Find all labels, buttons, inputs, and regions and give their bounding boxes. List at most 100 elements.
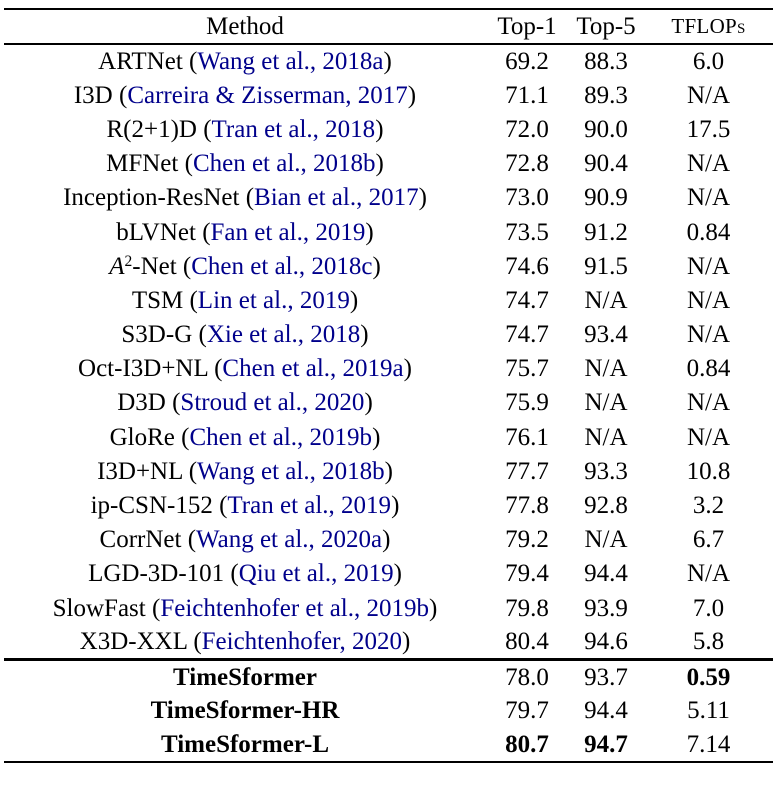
citation-link[interactable]: Chen et al., 2019a — [222, 355, 404, 383]
top1-cell: 75.7 — [505, 355, 549, 383]
citation-link[interactable]: Wang et al., 2018a — [197, 48, 384, 76]
method-name: S3D-G — [121, 321, 193, 349]
top5-cell: N/A — [584, 389, 628, 417]
method-cell: Oct-I3D+NL (Chen et al., 2019a) — [4, 352, 486, 386]
open-paren: ( — [172, 389, 181, 417]
table-row: LGD-3D-101 (Qiu et al., 2019) 79.4 94.4 N/A — [4, 557, 773, 591]
header-row: Method Top-1 Top-5 TFLOPs — [4, 9, 773, 44]
table-row: GloRe (Chen et al., 2019b) 76.1 N/A N/A — [4, 420, 773, 454]
close-paren: ) — [372, 252, 381, 280]
citation-link[interactable]: Feichtenhofer, 2020 — [201, 628, 402, 656]
method-cell: bLVNet (Fan et al., 2019) — [4, 215, 486, 249]
tflops-cell: N/A — [686, 423, 731, 451]
citation-link[interactable]: Bian et al., 2017 — [254, 184, 419, 212]
results-table: Method Top-1 Top-5 TFLOPs ARTNet (Wang e… — [4, 8, 773, 763]
top1-cell: 78.0 — [505, 663, 549, 691]
close-paren: ) — [429, 594, 438, 622]
top5-cell: 90.9 — [584, 184, 628, 212]
citation-link[interactable]: Qiu et al., 2019 — [238, 560, 394, 588]
col-header-top1: Top-1 — [497, 13, 557, 40]
citation-link[interactable]: Stroud et al., 2020 — [180, 389, 365, 417]
top1-cell: 74.7 — [505, 321, 549, 349]
top1-cell: 75.9 — [505, 389, 549, 417]
citation-link[interactable]: Feichtenhofer et al., 2019b — [160, 594, 429, 622]
method-name: X3D-XXL — [79, 628, 188, 656]
citation-link[interactable]: Xie et al., 2018 — [206, 321, 361, 349]
method-name: SlowFast — [52, 594, 146, 622]
table-row: SlowFast (Feichtenhofer et al., 2019b) 79… — [4, 591, 773, 625]
citation-link[interactable]: Wang et al., 2020a — [196, 526, 383, 554]
method-cell: X3D-XXL (Feichtenhofer, 2020) — [4, 625, 486, 659]
top5-cell: 90.4 — [584, 150, 628, 178]
citation-link[interactable]: Lin et al., 2019 — [197, 286, 350, 314]
citation-link[interactable]: Fan et al., 2019 — [210, 218, 366, 246]
method-name: CorrNet — [99, 526, 182, 554]
method-cell: S3D-G (Xie et al., 2018) — [4, 318, 486, 352]
open-paren: ( — [182, 252, 192, 280]
method-cell: I3D+NL (Wang et al., 2018b) — [4, 454, 486, 488]
citation-link[interactable]: Carreira & Zisserman, 2017 — [127, 81, 408, 109]
citation-link[interactable]: Wang et al., 2018b — [197, 457, 385, 485]
open-paren: ( — [188, 457, 198, 485]
tflops-cell: N/A — [686, 81, 731, 109]
open-paren: ( — [214, 355, 223, 383]
tflops-cell: 3.2 — [692, 492, 725, 520]
top1-cell: 71.1 — [505, 81, 549, 109]
top1-cell: 79.2 — [505, 526, 549, 554]
method-name: TSM — [131, 286, 184, 314]
top1-cell: 80.4 — [505, 628, 549, 656]
open-paren: ( — [202, 218, 211, 246]
method-name: TimeSformer-L — [160, 730, 329, 758]
table-row: TSM (Lin et al., 2019) 74.7 N/A N/A — [4, 283, 773, 317]
top1-cell: 73.5 — [505, 218, 549, 246]
table-row: Inception-ResNet (Bian et al., 2017) 73.0… — [4, 181, 773, 215]
method-name: TimeSformer-HR — [150, 697, 340, 725]
method-cell: TimeSformer-L — [4, 728, 486, 762]
method-name: A2-Net — [109, 252, 177, 280]
top1-cell: 77.7 — [505, 457, 549, 485]
table-row: I3D+NL (Wang et al., 2018b) 77.7 93.3 10.8 — [4, 454, 773, 488]
tflops-cell: 0.84 — [686, 355, 731, 383]
method-name: bLVNet — [116, 218, 196, 246]
tflops-cell: 7.0 — [692, 594, 725, 622]
method-cell: MFNet (Chen et al., 2018b) — [4, 147, 486, 181]
tflops-cell: 17.5 — [686, 115, 731, 143]
top5-cell: 94.4 — [584, 697, 628, 725]
method-cell: TimeSformer — [4, 659, 486, 693]
citation-link[interactable]: Chen et al., 2019b — [189, 423, 373, 451]
citation-link[interactable]: Chen et al., 2018c — [191, 252, 373, 280]
close-paren: ) — [382, 526, 391, 554]
top1-cell: 72.0 — [505, 115, 549, 143]
citation-link[interactable]: Chen et al., 2018b — [192, 150, 376, 178]
table-row: Oct-I3D+NL (Chen et al., 2019a) 75.7 N/A 0.… — [4, 352, 773, 386]
citation-link[interactable]: Tran et al., 2019 — [227, 492, 392, 520]
method-cell: SlowFast (Feichtenhofer et al., 2019b) — [4, 591, 486, 625]
close-paren: ) — [375, 150, 384, 178]
top5-cell: N/A — [584, 423, 628, 451]
method-name: TimeSformer — [173, 663, 317, 691]
top1-cell: 80.7 — [505, 730, 549, 758]
method-cell: ip-CSN-152 (Tran et al., 2019) — [4, 488, 486, 522]
table-row: TimeSformer 78.0 93.7 0.59 — [4, 659, 773, 693]
citation-link[interactable]: Tran et al., 2018 — [211, 115, 376, 143]
close-paren: ) — [375, 115, 384, 143]
method-cell: ARTNet (Wang et al., 2018a) — [4, 44, 486, 78]
table-row: I3D (Carreira & Zisserman, 2017) 71.1 89.3… — [4, 78, 773, 112]
col-header-top5: Top-5 — [576, 13, 636, 40]
open-paren: ( — [184, 150, 193, 178]
table-row: MFNet (Chen et al., 2018b) 72.8 90.4 N/A — [4, 147, 773, 181]
open-paren: ( — [198, 321, 207, 349]
top5-cell: 93.3 — [584, 457, 628, 485]
method-name: MFNet — [106, 150, 179, 178]
top5-cell: 89.3 — [584, 81, 628, 109]
close-paren: ) — [364, 389, 373, 417]
open-paren: ( — [193, 628, 202, 656]
close-paren: ) — [365, 218, 374, 246]
method-name: I3D — [73, 81, 113, 109]
tflops-cell: N/A — [686, 560, 731, 588]
close-paren: ) — [372, 423, 381, 451]
tflops-cell: 10.8 — [686, 457, 731, 485]
open-paren: ( — [189, 48, 198, 76]
top5-cell: N/A — [584, 526, 628, 554]
method-name: LGD-3D-101 — [88, 560, 225, 588]
